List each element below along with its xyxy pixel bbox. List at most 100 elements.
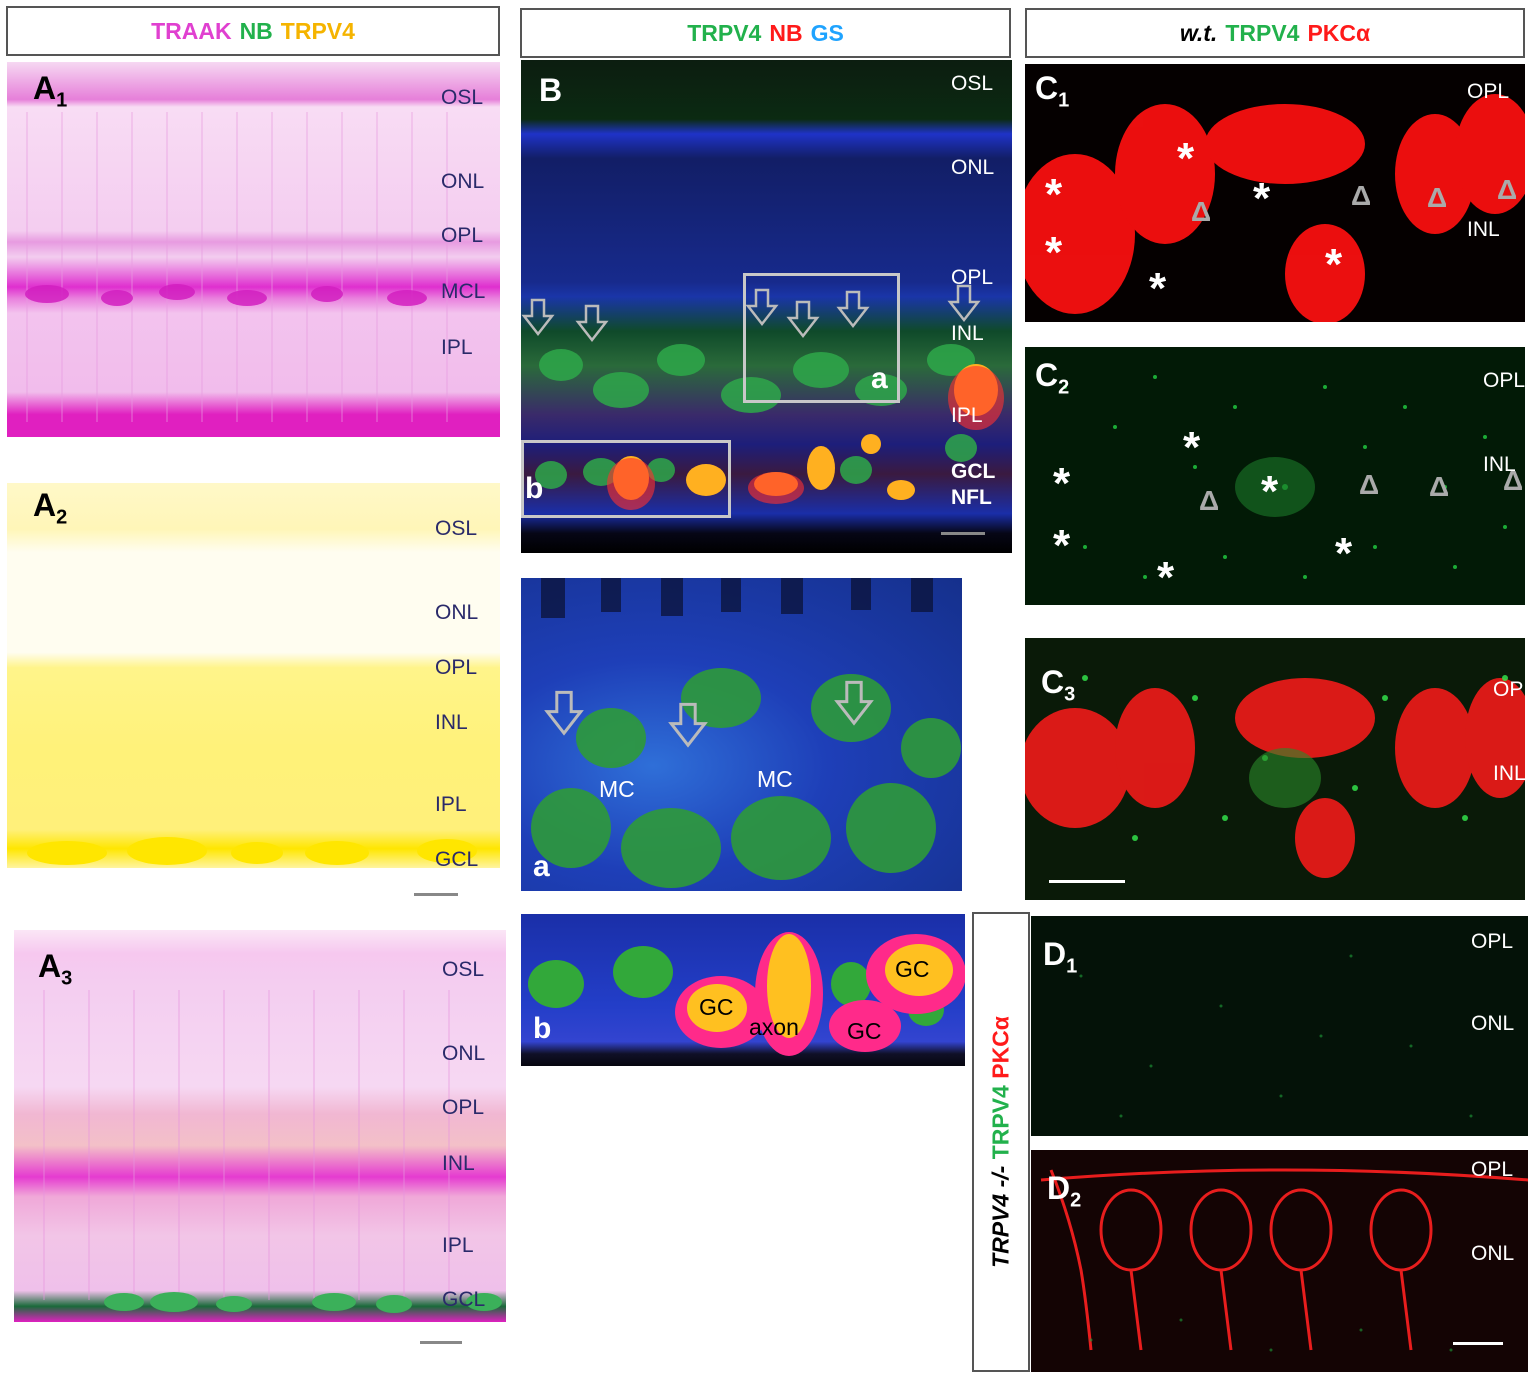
panel-c1: C1 OPL INL * * * * * * Δ Δ Δ Δ xyxy=(1025,64,1525,322)
a2-layer-gcl: GCL xyxy=(435,848,479,868)
a2-layer-opl: OPL xyxy=(435,656,478,679)
c3-layer-inl: INL xyxy=(1493,762,1525,785)
b-layer-inl: INL xyxy=(951,322,984,345)
a2-panel-label: A2 xyxy=(33,487,68,529)
header-a-nb: NB xyxy=(239,17,273,44)
d2-layer-opl: OPL xyxy=(1471,1158,1514,1181)
b-panel-label: B xyxy=(539,72,563,108)
b-arrow-icon-5 xyxy=(836,290,870,329)
ba-arrow-icon-1 xyxy=(544,690,584,736)
bb-cell-gc-2: GC xyxy=(847,1018,882,1044)
panel-b-inset-a: MC MC a xyxy=(521,578,962,891)
a2-layer-osl: OSL xyxy=(435,517,478,540)
c1-triangle-1: Δ xyxy=(1191,196,1212,227)
c1-asterisk-6: * xyxy=(1325,240,1343,289)
d2-panel-label: D2 xyxy=(1047,1170,1082,1212)
c2-asterisk-3: * xyxy=(1157,553,1175,602)
a1-layer-onl: ONL xyxy=(441,170,485,193)
b-layer-nfl: NFL xyxy=(951,486,992,509)
c1-layer-inl: INL xyxy=(1467,218,1500,241)
a2-layer-onl: ONL xyxy=(435,601,479,624)
d1-layer-opl: OPL xyxy=(1471,930,1514,953)
a3-panel-label: A3 xyxy=(38,948,73,990)
a2-texture xyxy=(27,837,477,865)
panel-d1: D1 OPL ONL xyxy=(1031,916,1528,1136)
b-layer-opl: OPL xyxy=(951,266,994,289)
panel-b: a b B OSL ONL OPL INL IPL GCL NFL xyxy=(521,60,1012,553)
b-arrow-icon-1 xyxy=(521,298,555,337)
d2-texture xyxy=(1040,1168,1528,1352)
header-c-wt: w.t. xyxy=(1179,19,1218,46)
a1-layer-osl: OSL xyxy=(441,86,484,109)
a3-layer-gcl: GCL xyxy=(442,1288,486,1311)
d-side-trpv4: TRPV4 xyxy=(987,1085,1014,1160)
ba-arrow-icon-2 xyxy=(668,702,708,748)
c1-asterisk-2: * xyxy=(1045,228,1063,277)
d1-layer-onl: ONL xyxy=(1471,1012,1515,1035)
b-inset-b-label: b xyxy=(525,472,544,505)
d-side-ko: TRPV4 -/- xyxy=(987,1165,1014,1268)
c1-asterisk-4: * xyxy=(1177,134,1195,183)
a1-layer-ipl: IPL xyxy=(441,336,473,359)
bb-panel-label: b xyxy=(533,1012,552,1045)
bb-cell-gc-1: GC xyxy=(699,994,734,1020)
b-layer-gcl: GCL xyxy=(951,460,996,483)
b-arrow-icon-2 xyxy=(575,304,609,343)
c1-layer-opl: OPL xyxy=(1467,80,1510,103)
panel-a2: A2 OSL ONL OPL INL IPL GCL xyxy=(7,483,500,868)
c1-triangle-3: Δ xyxy=(1427,182,1448,213)
c3-texture xyxy=(1025,675,1525,878)
b-arrow-icon-6 xyxy=(947,284,981,323)
d1-panel-label: D1 xyxy=(1043,936,1078,978)
c2-triangle-3: Δ xyxy=(1429,471,1450,502)
b-arrow-icon-3 xyxy=(745,288,779,327)
a2-layer-inl: INL xyxy=(435,711,468,734)
panel-d2: D2 OPL ONL xyxy=(1031,1150,1528,1372)
d-side-label: TRPV4 -/- TRPV4 PKCα xyxy=(972,912,1030,1372)
d1-texture xyxy=(1079,954,1473,1118)
c1-asterisk-3: * xyxy=(1149,264,1167,313)
panel-a1: A1 OSL ONL OPL MCL IPL xyxy=(7,62,500,437)
c1-triangle-4: Δ xyxy=(1497,174,1518,205)
header-b-nb: NB xyxy=(769,19,803,46)
c2-triangle-4: Δ xyxy=(1503,465,1524,496)
bb-cell-gc-3: GC xyxy=(895,956,930,982)
a2-scale-bar xyxy=(414,893,458,896)
a3-layer-inl: INL xyxy=(442,1152,475,1175)
c2-asterisk-2: * xyxy=(1053,521,1071,570)
bb-cell-axon: axon xyxy=(749,1014,799,1040)
c2-panel-label: C2 xyxy=(1035,357,1070,399)
c3-panel-label: C3 xyxy=(1041,664,1076,706)
a3-layer-osl: OSL xyxy=(442,958,485,981)
a3-scale-bar xyxy=(420,1341,462,1344)
panel-c2: C2 OPL INL * * * * * * Δ Δ Δ Δ xyxy=(1025,347,1525,605)
header-c-pkca: PKCα xyxy=(1307,19,1371,46)
a3-texture xyxy=(43,990,502,1313)
c2-layer-inl: INL xyxy=(1483,453,1516,476)
header-b-trpv4: TRPV4 xyxy=(687,19,762,46)
c2-asterisk-6: * xyxy=(1335,529,1353,578)
d2-scale-bar xyxy=(1453,1342,1503,1345)
d-side-pkca: PKCα xyxy=(987,1016,1014,1079)
bb-texture xyxy=(528,932,965,1056)
b-inset-box-b xyxy=(521,440,731,518)
b-inset-box-a xyxy=(743,273,900,403)
ba-panel-label: a xyxy=(533,850,550,883)
c2-asterisk-5: * xyxy=(1261,467,1279,516)
ba-arrow-icon-3 xyxy=(834,680,874,726)
ba-cell-mc-1: MC xyxy=(599,776,635,802)
a3-layer-onl: ONL xyxy=(442,1042,486,1065)
c1-texture xyxy=(1025,94,1525,322)
ba-texture xyxy=(531,578,961,888)
b-arrow-icon-4 xyxy=(786,300,820,339)
panel-c3: C3 OP INL xyxy=(1025,638,1525,900)
panel-a3: A3 OSL ONL OPL INL IPL GCL xyxy=(14,930,506,1322)
b-inset-a-label: a xyxy=(871,362,888,395)
b-layer-osl: OSL xyxy=(951,72,994,95)
b-layer-onl: ONL xyxy=(951,156,995,179)
c1-asterisk-5: * xyxy=(1253,174,1271,223)
a1-layer-mcl: MCL xyxy=(441,280,486,303)
c2-asterisk-1: * xyxy=(1053,459,1071,508)
c2-asterisk-4: * xyxy=(1183,423,1201,472)
header-panel-a: TRAAK NB TRPV4 xyxy=(6,6,500,56)
